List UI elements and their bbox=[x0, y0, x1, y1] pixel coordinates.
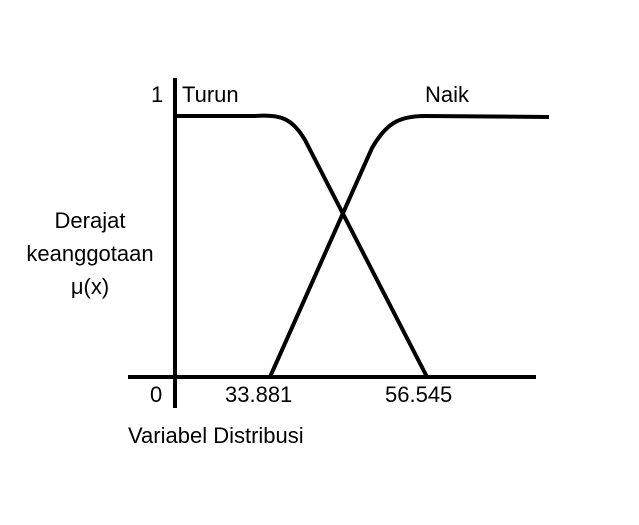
y-tick-one: 1 bbox=[151, 82, 164, 107]
set-label-turun: Turun bbox=[182, 82, 239, 107]
x-axis-label: Variabel Distribusi bbox=[128, 423, 304, 448]
set-label-naik: Naik bbox=[425, 82, 470, 107]
y-axis-label-line: μ(x) bbox=[70, 274, 110, 299]
x-origin-label: 0 bbox=[150, 382, 163, 407]
naik-membership-curve bbox=[268, 114, 550, 378]
y-axis-label-line: Derajat bbox=[54, 208, 126, 233]
y-axis-label-line: keanggotaan bbox=[26, 241, 154, 266]
turun-membership-curve bbox=[175, 113, 429, 378]
y-axis-label: Derajat keanggotaan μ(x) bbox=[10, 204, 170, 303]
x-tick-label: 56.545 bbox=[385, 382, 453, 407]
x-tick-label: 33.881 bbox=[225, 382, 293, 407]
